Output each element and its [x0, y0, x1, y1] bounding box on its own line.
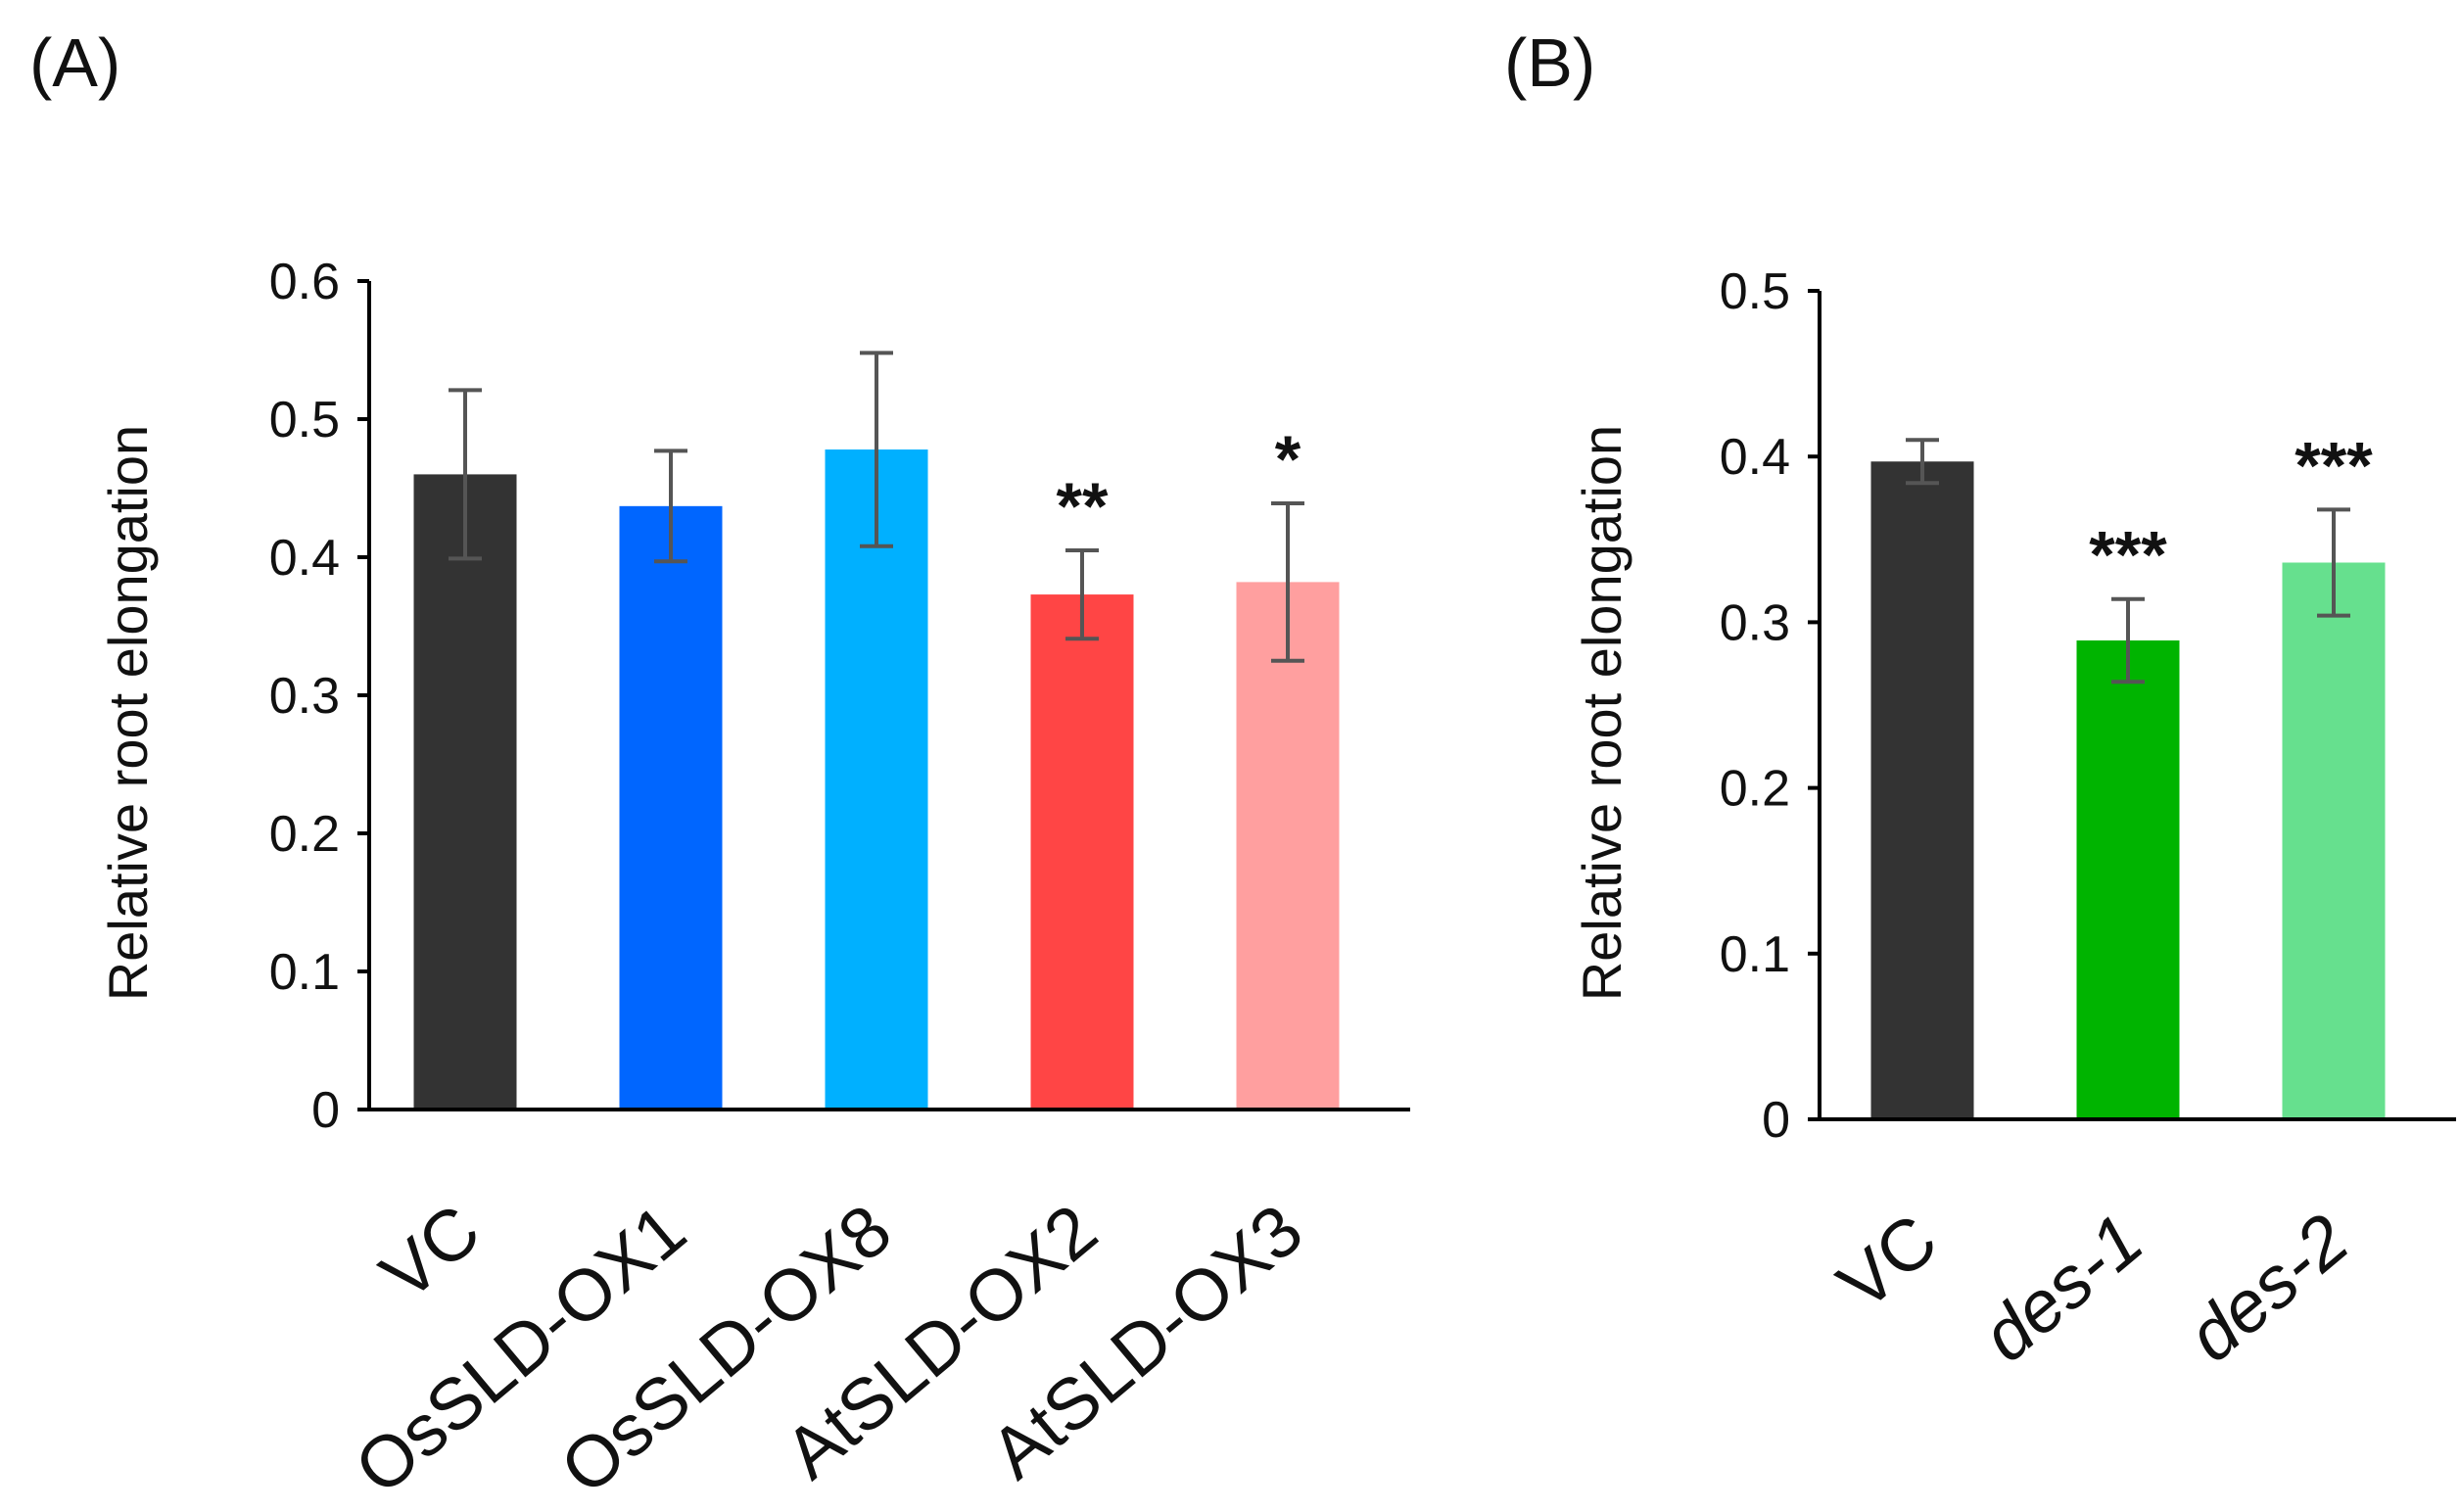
y-tick-label: 0.2	[1720, 761, 1790, 818]
x-tick-label: des-1	[1966, 1199, 2157, 1378]
y-tick-label: 0.4	[1720, 429, 1790, 486]
significance-label: *	[1275, 422, 1301, 496]
panel-b-chart: (B) Relative root elongation VC *** des-1 ***…	[1504, 24, 2456, 1377]
error-bar	[1065, 547, 1099, 641]
bar-vc	[413, 474, 517, 1110]
bar-des-1	[2076, 640, 2180, 1119]
significance-label: **	[1057, 469, 1109, 543]
bar-ossld-ox8	[825, 449, 928, 1110]
error-bar	[449, 388, 482, 561]
y-axis-title: Relative root elongation	[1571, 425, 1632, 1001]
y-tick-label: 0	[311, 1082, 340, 1139]
bar-des-2	[2282, 562, 2386, 1119]
y-tick-label: 0.1	[1720, 926, 1790, 983]
error-bar	[860, 351, 893, 548]
error-bar	[2317, 507, 2350, 618]
error-bar	[654, 449, 687, 564]
significance-label: ***	[2294, 428, 2373, 502]
error-bar	[2111, 596, 2145, 685]
bar-ossld-ox1	[619, 505, 723, 1110]
y-tick-label: 0.5	[1720, 263, 1790, 320]
error-bar	[1906, 438, 1939, 486]
y-axis-title: Relative root elongation	[97, 425, 159, 1001]
y-tick-label: 0.2	[269, 806, 340, 863]
significance-label: ***	[2089, 518, 2167, 592]
y-tick-label: 0.3	[269, 668, 340, 725]
panel-a-chart: (A)Relative root elongationVCOsSLD-OX1Os…	[29, 24, 1410, 1510]
bar-atsld-ox3	[1236, 582, 1340, 1110]
x-tick-label: des-2	[2172, 1199, 2363, 1378]
bar-atsld-ox2	[1030, 594, 1134, 1110]
x-tick-label: VC	[365, 1189, 495, 1316]
y-tick-label: 0.3	[1720, 594, 1790, 651]
y-tick-label: 0.4	[269, 530, 340, 587]
y-tick-label: 0.1	[269, 944, 340, 1001]
error-bar	[1271, 501, 1304, 663]
y-tick-label: 0.6	[269, 254, 340, 310]
x-tick-label: VC	[1822, 1199, 1952, 1326]
y-tick-label: 0.5	[269, 392, 340, 449]
panel-label: (B)	[1504, 24, 1595, 101]
y-tick-label: 0	[1762, 1092, 1790, 1149]
bar-vc	[1870, 461, 1974, 1119]
panel-label: (A)	[29, 24, 120, 101]
